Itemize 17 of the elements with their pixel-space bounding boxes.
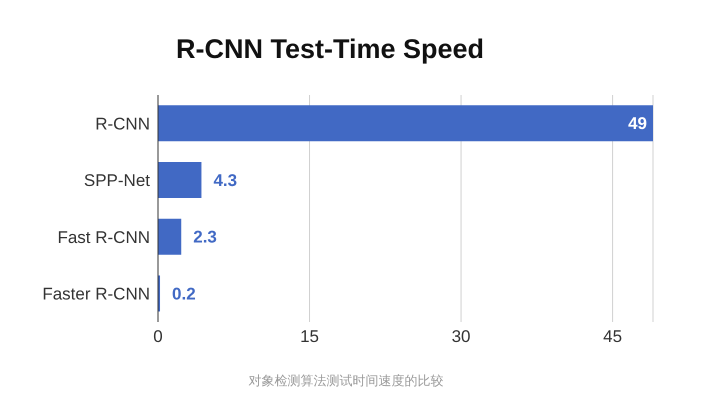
x-tick-label: 0 — [153, 327, 163, 346]
x-tick-label: 45 — [603, 327, 622, 346]
bar — [158, 218, 182, 255]
y-tick-label: Faster R-CNN — [42, 284, 150, 304]
bar — [158, 162, 202, 198]
data-label: 2.3 — [193, 228, 217, 247]
data-label: 49 — [628, 114, 647, 134]
x-tick-label: 15 — [300, 327, 319, 346]
data-label: 4.3 — [213, 170, 238, 190]
x-tick-label: 30 — [452, 327, 471, 346]
bar — [158, 105, 653, 142]
text: 对象检测算法测试时间速度的比较 — [248, 372, 444, 390]
y-tick-label: SPP-Net — [84, 171, 150, 190]
chart-title: R-CNN Test-Time Speed — [174, 34, 486, 65]
y-tick-label: Fast R-CNN — [57, 228, 150, 247]
y-tick-label: R-CNN — [95, 114, 150, 134]
data-label: 0.2 — [172, 284, 196, 304]
